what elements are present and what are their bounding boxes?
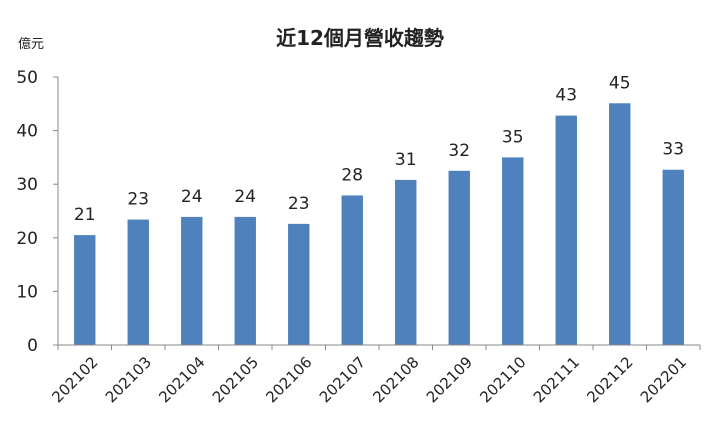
x-tick-label: 202112 xyxy=(583,353,636,406)
data-labels: 21 23 24 24 23 28 31 32 35 43 45 33 xyxy=(74,73,684,225)
x-tick-label: 202111 xyxy=(530,353,583,406)
x-tick-label: 202103 xyxy=(102,353,155,406)
y-tick-label: 40 xyxy=(16,122,38,142)
y-tick-label: 30 xyxy=(16,175,38,195)
x-tick-label: 202104 xyxy=(155,353,208,406)
data-label: 45 xyxy=(609,73,631,93)
data-label: 23 xyxy=(288,194,310,214)
x-tick-label: 202107 xyxy=(316,353,369,406)
bar xyxy=(609,103,631,345)
y-axis-label: 億元 xyxy=(18,36,44,52)
x-tick-label: 202110 xyxy=(476,353,529,406)
bar xyxy=(74,235,96,345)
y-tick-label: 20 xyxy=(16,229,38,249)
chart-title: 近12個月營收趨勢 xyxy=(276,26,444,50)
data-label: 35 xyxy=(502,127,524,147)
bar xyxy=(555,115,577,345)
data-label: 24 xyxy=(181,187,203,207)
y-tick-label: 0 xyxy=(27,336,38,356)
bar xyxy=(662,169,684,345)
bar xyxy=(181,216,203,345)
data-label: 31 xyxy=(395,150,417,170)
x-tick-label: 202108 xyxy=(369,353,422,406)
y-tick-label: 10 xyxy=(16,282,38,302)
bar xyxy=(448,170,470,345)
bar xyxy=(234,216,256,345)
data-label: 21 xyxy=(74,205,96,225)
y-axis-ticks: 0 10 20 30 40 50 xyxy=(16,68,58,356)
bars xyxy=(74,103,684,345)
data-label: 24 xyxy=(234,187,256,207)
bar xyxy=(288,223,310,345)
x-tick-label: 202201 xyxy=(637,353,690,406)
x-tick-label: 202106 xyxy=(262,353,315,406)
data-label: 28 xyxy=(341,165,363,185)
x-tick-label: 202109 xyxy=(423,353,476,406)
data-label: 32 xyxy=(448,141,470,161)
bar xyxy=(395,179,417,345)
x-axis-ticks: 202102 202103 202104 202105 202106 202107 2021… xyxy=(48,345,701,406)
x-tick-label: 202102 xyxy=(48,353,101,406)
data-label: 43 xyxy=(555,86,577,106)
bar xyxy=(502,157,524,345)
data-label: 23 xyxy=(127,190,149,210)
data-label: 33 xyxy=(662,140,684,160)
x-tick-label: 202105 xyxy=(209,353,262,406)
bar xyxy=(341,195,363,345)
y-tick-label: 50 xyxy=(16,68,38,88)
bar xyxy=(127,219,149,345)
